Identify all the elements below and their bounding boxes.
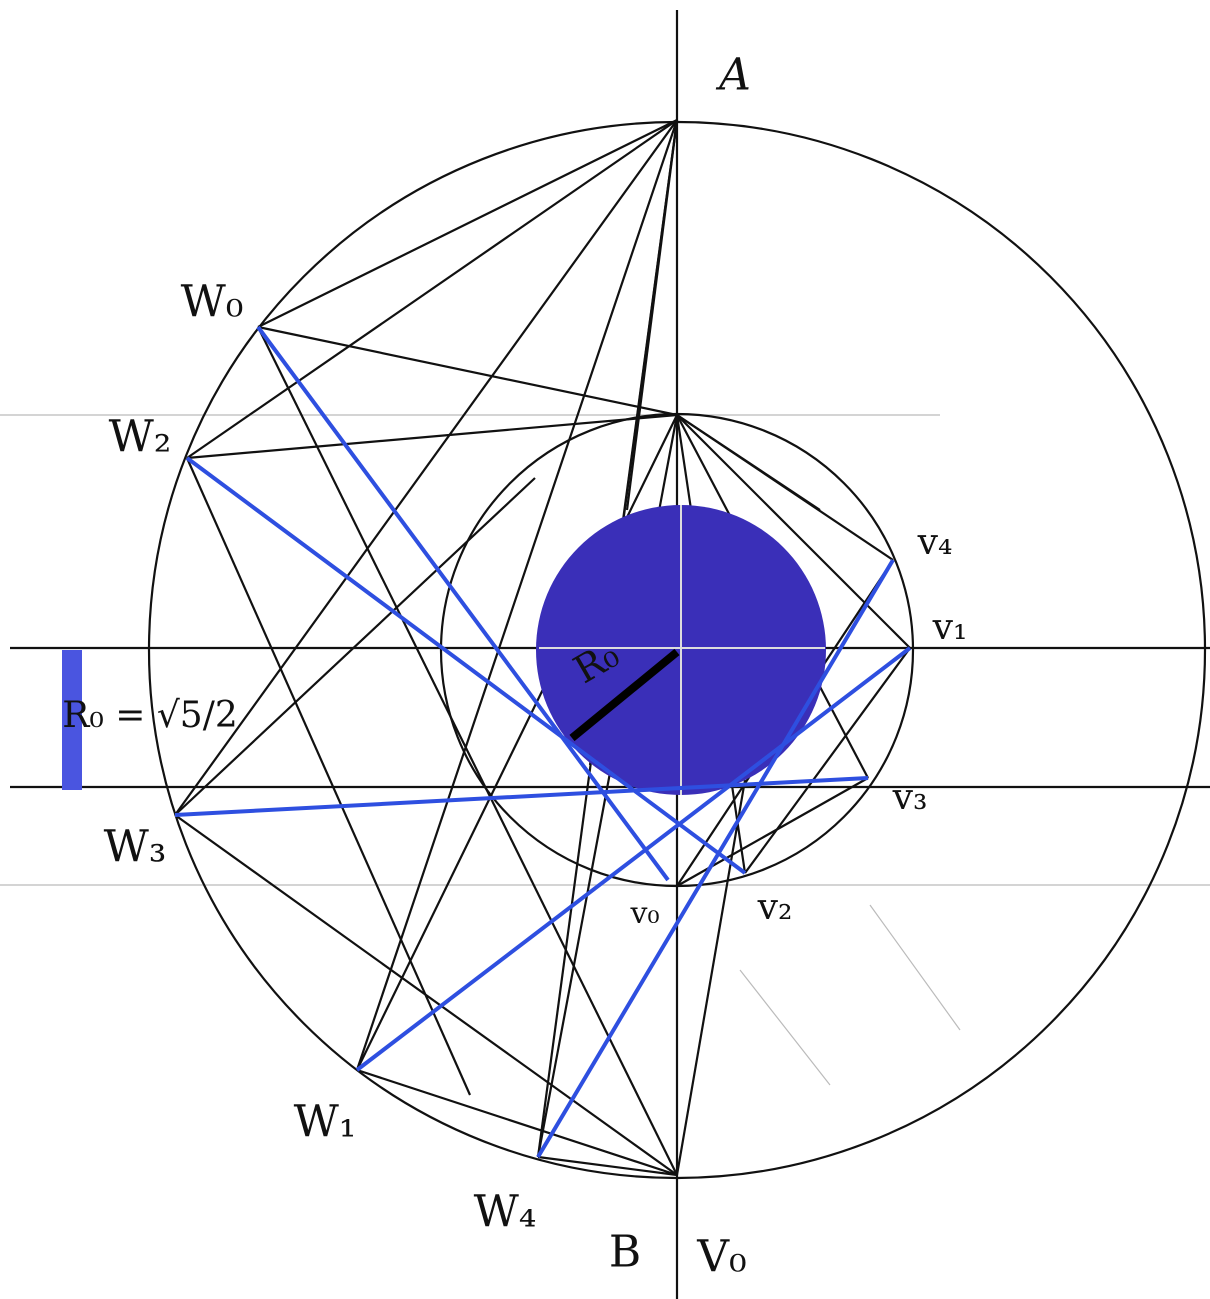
- radius: [569, 648, 680, 742]
- label: W₄: [474, 1187, 537, 1238]
- label: W₁: [294, 1097, 357, 1148]
- label: v₁: [932, 607, 968, 648]
- label: v₀: [630, 896, 660, 931]
- guide-lines: [0, 414, 1210, 1086]
- label: v₄: [917, 522, 953, 563]
- blue-lines: [174, 325, 912, 1159]
- labels: A W₀ W₂ W₃ W₁ W₄ B V₀ v₄ v₁ v₃ v₂ v₀ R₀ …: [62, 50, 967, 1283]
- label: W₀: [181, 277, 244, 328]
- label: v₂: [757, 887, 793, 928]
- label: A: [715, 50, 751, 101]
- disc-axes: [539, 505, 825, 795]
- label: v₃: [892, 777, 928, 818]
- label: R₀ = √5/2: [62, 695, 237, 736]
- scale-marker: [62, 650, 82, 790]
- label: W₃: [104, 822, 167, 873]
- label: B: [609, 1227, 641, 1278]
- label: W₂: [109, 412, 172, 463]
- label: V₀: [696, 1232, 746, 1283]
